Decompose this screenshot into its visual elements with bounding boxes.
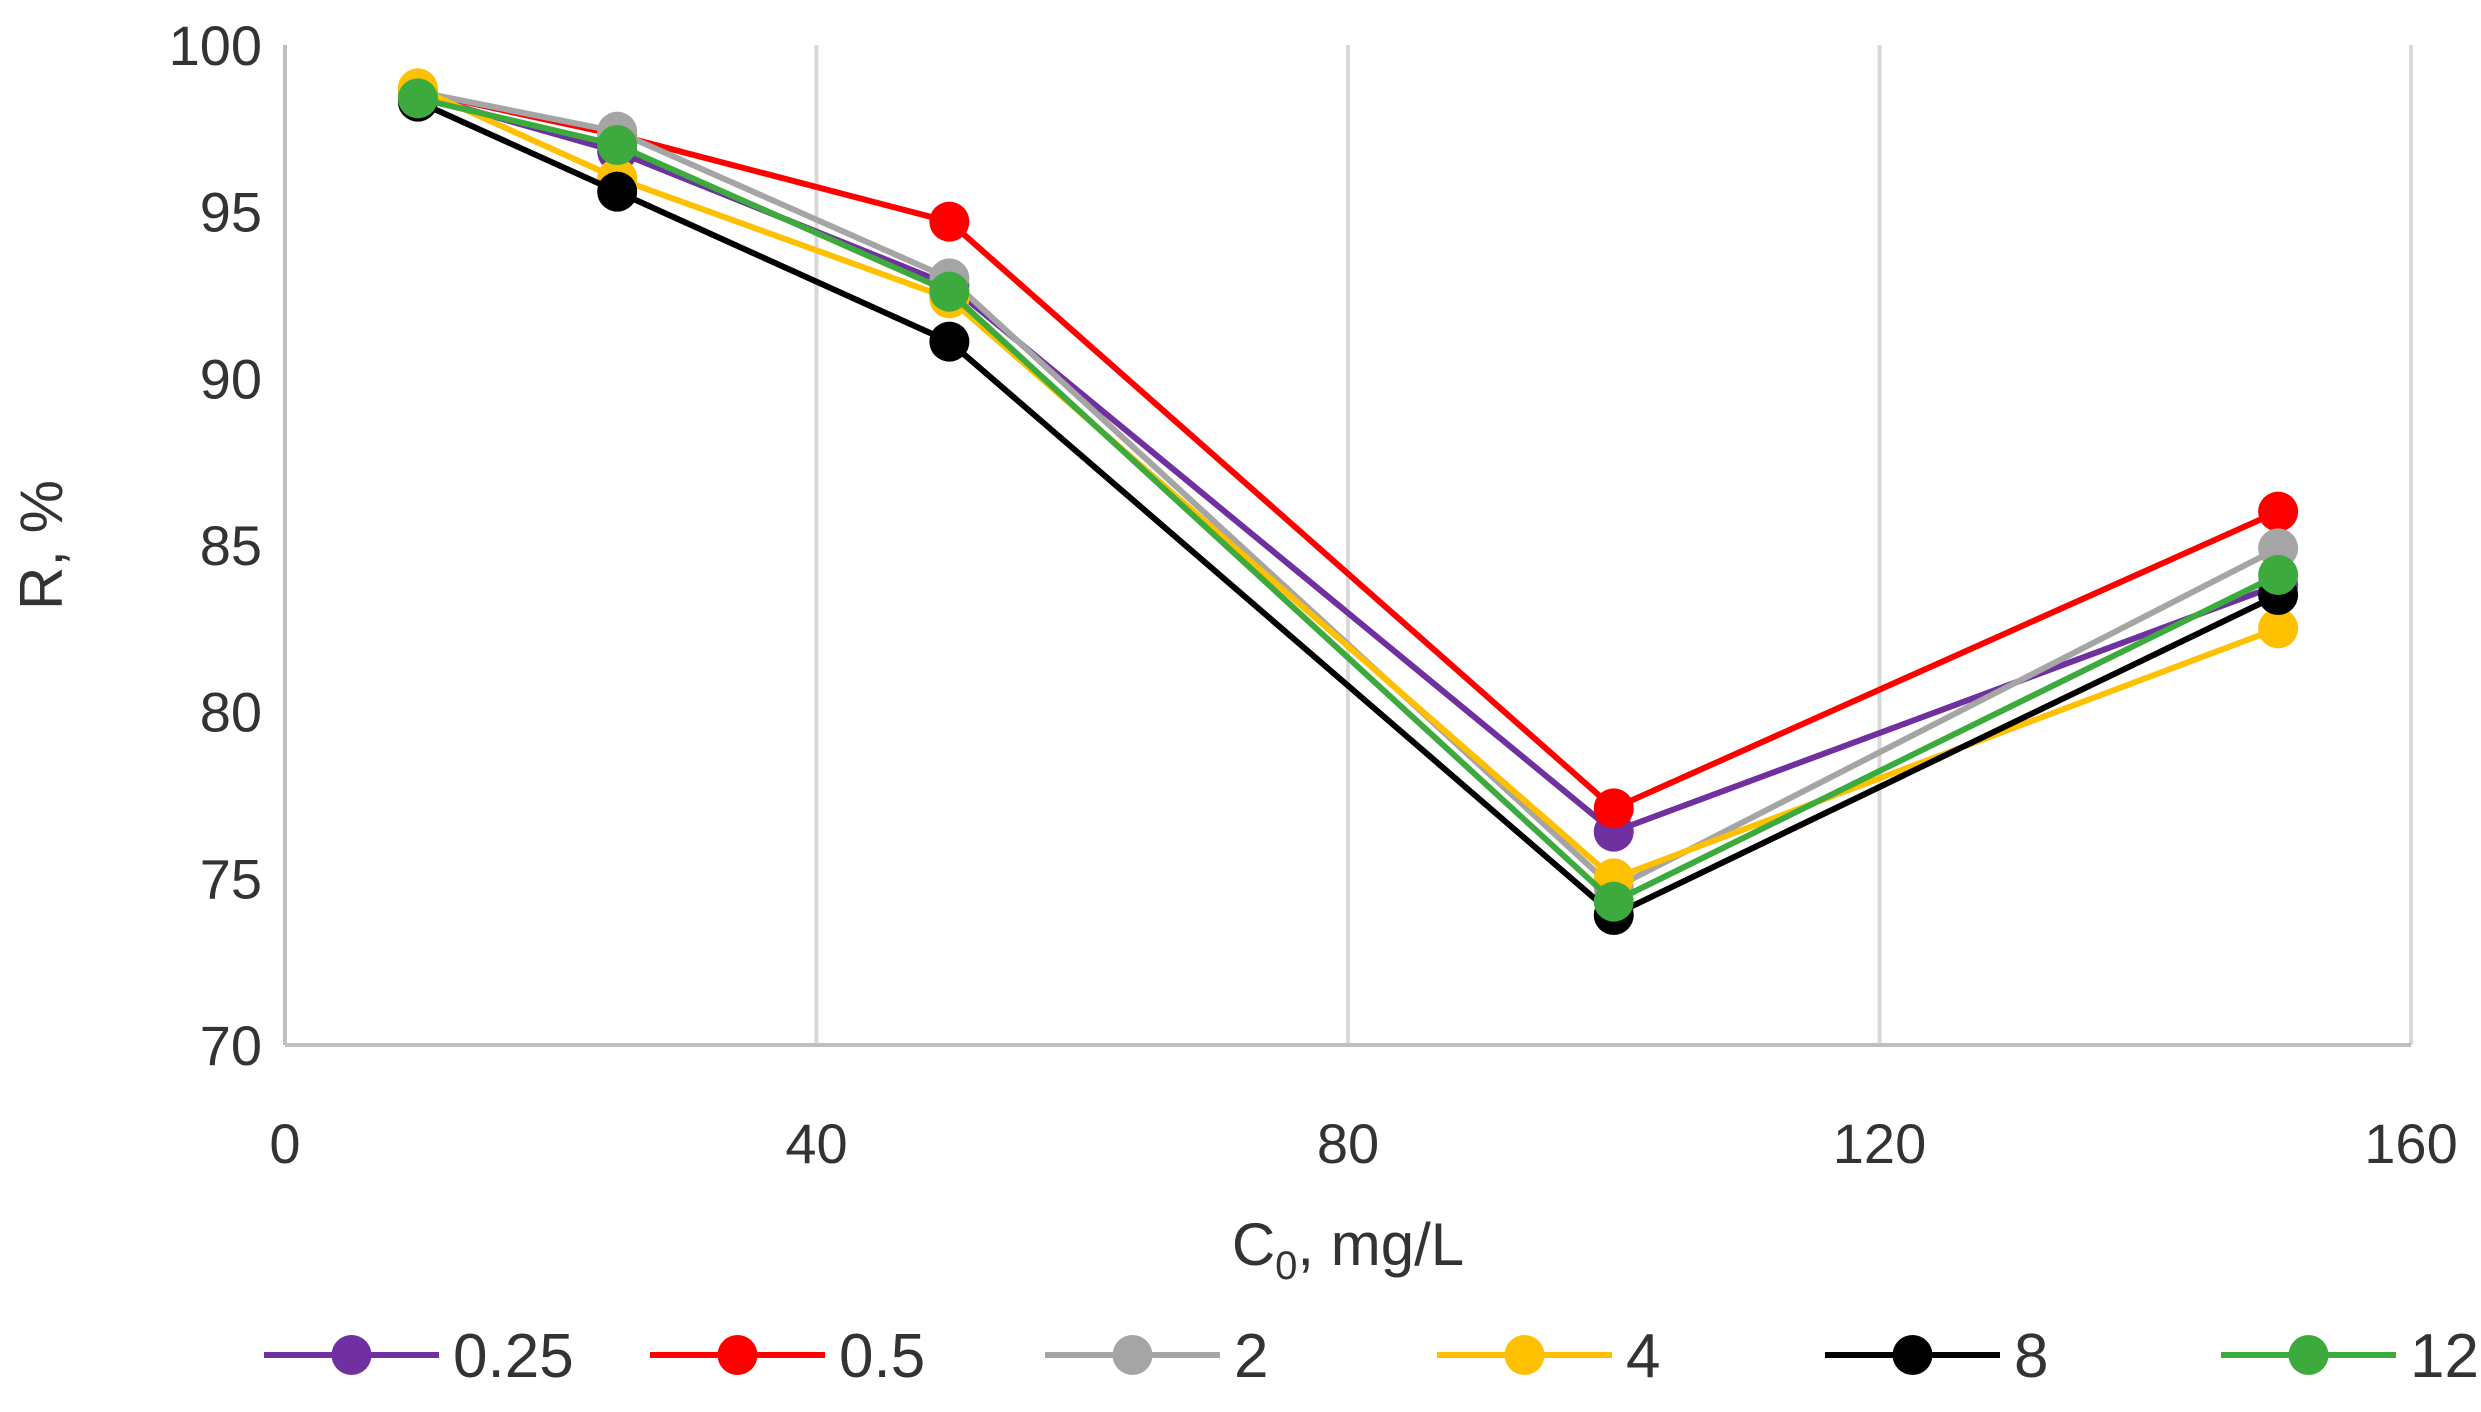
x-axis-title-main: C [1232,1211,1275,1278]
x-tick-label: 120 [1833,1112,1926,1175]
legend-label: 8 [2014,1322,2048,1391]
legend-label: 4 [1626,1322,1660,1391]
y-axis-title: R, % [8,480,75,610]
x-tick-labels: 0 40 80 120 160 [269,1112,2457,1175]
legend-item-0.25: 0.25 [264,1322,574,1391]
axes [283,45,2411,1047]
x-axis-title-subscript: 0 [1275,1244,1297,1288]
legend-marker [1892,1335,1933,1375]
y-tick-label: 70 [200,1014,262,1077]
y-tick-label: 90 [200,347,262,410]
data-point [1593,788,1634,829]
x-axis-title: C0, mg/L [1232,1211,1464,1288]
series-12 [397,78,2299,922]
legend: 0.25 0.5 2 4 8 12 [264,1322,2479,1391]
x-axis-title-suffix: , mg/L [1297,1211,1464,1278]
legend-label: 0.25 [453,1322,574,1391]
grid-lines [814,45,2413,1045]
y-tick-label: 95 [200,181,262,244]
legend-item-2: 2 [1045,1322,1268,1391]
y-tick-label: 80 [200,681,262,744]
x-tick-label: 160 [2364,1112,2457,1175]
legend-marker [1504,1335,1545,1375]
legend-item-8: 8 [1825,1322,2048,1391]
y-tick-label: 85 [200,514,262,577]
y-tick-label: 75 [200,847,262,910]
legend-item-0.5: 0.5 [650,1322,925,1391]
legend-marker [331,1335,372,1375]
data-point [597,125,638,165]
data-point [2258,608,2299,649]
x-tick-label: 40 [785,1112,847,1175]
x-tick-label: 80 [1317,1112,1379,1175]
x-tick-label: 0 [269,1112,300,1175]
data-point [397,78,438,119]
legend-marker [2288,1335,2329,1375]
legend-label: 2 [1234,1322,1268,1391]
legend-marker [717,1335,758,1375]
legend-marker [1112,1335,1153,1375]
y-tick-labels: 70 75 80 85 90 95 100 [169,14,262,1077]
legend-item-12: 12 [2221,1322,2479,1391]
legend-label: 0.5 [839,1322,925,1391]
y-tick-label: 100 [169,14,262,77]
legend-item-4: 4 [1437,1322,1660,1391]
data-point [1593,881,1634,922]
data-point [929,201,970,242]
data-point [2258,491,2299,532]
legend-label: 12 [2410,1322,2479,1391]
data-point [2258,555,2299,595]
data-point [929,271,970,312]
data-point [597,171,638,212]
data-point [929,321,970,362]
series-layer [397,68,2299,935]
